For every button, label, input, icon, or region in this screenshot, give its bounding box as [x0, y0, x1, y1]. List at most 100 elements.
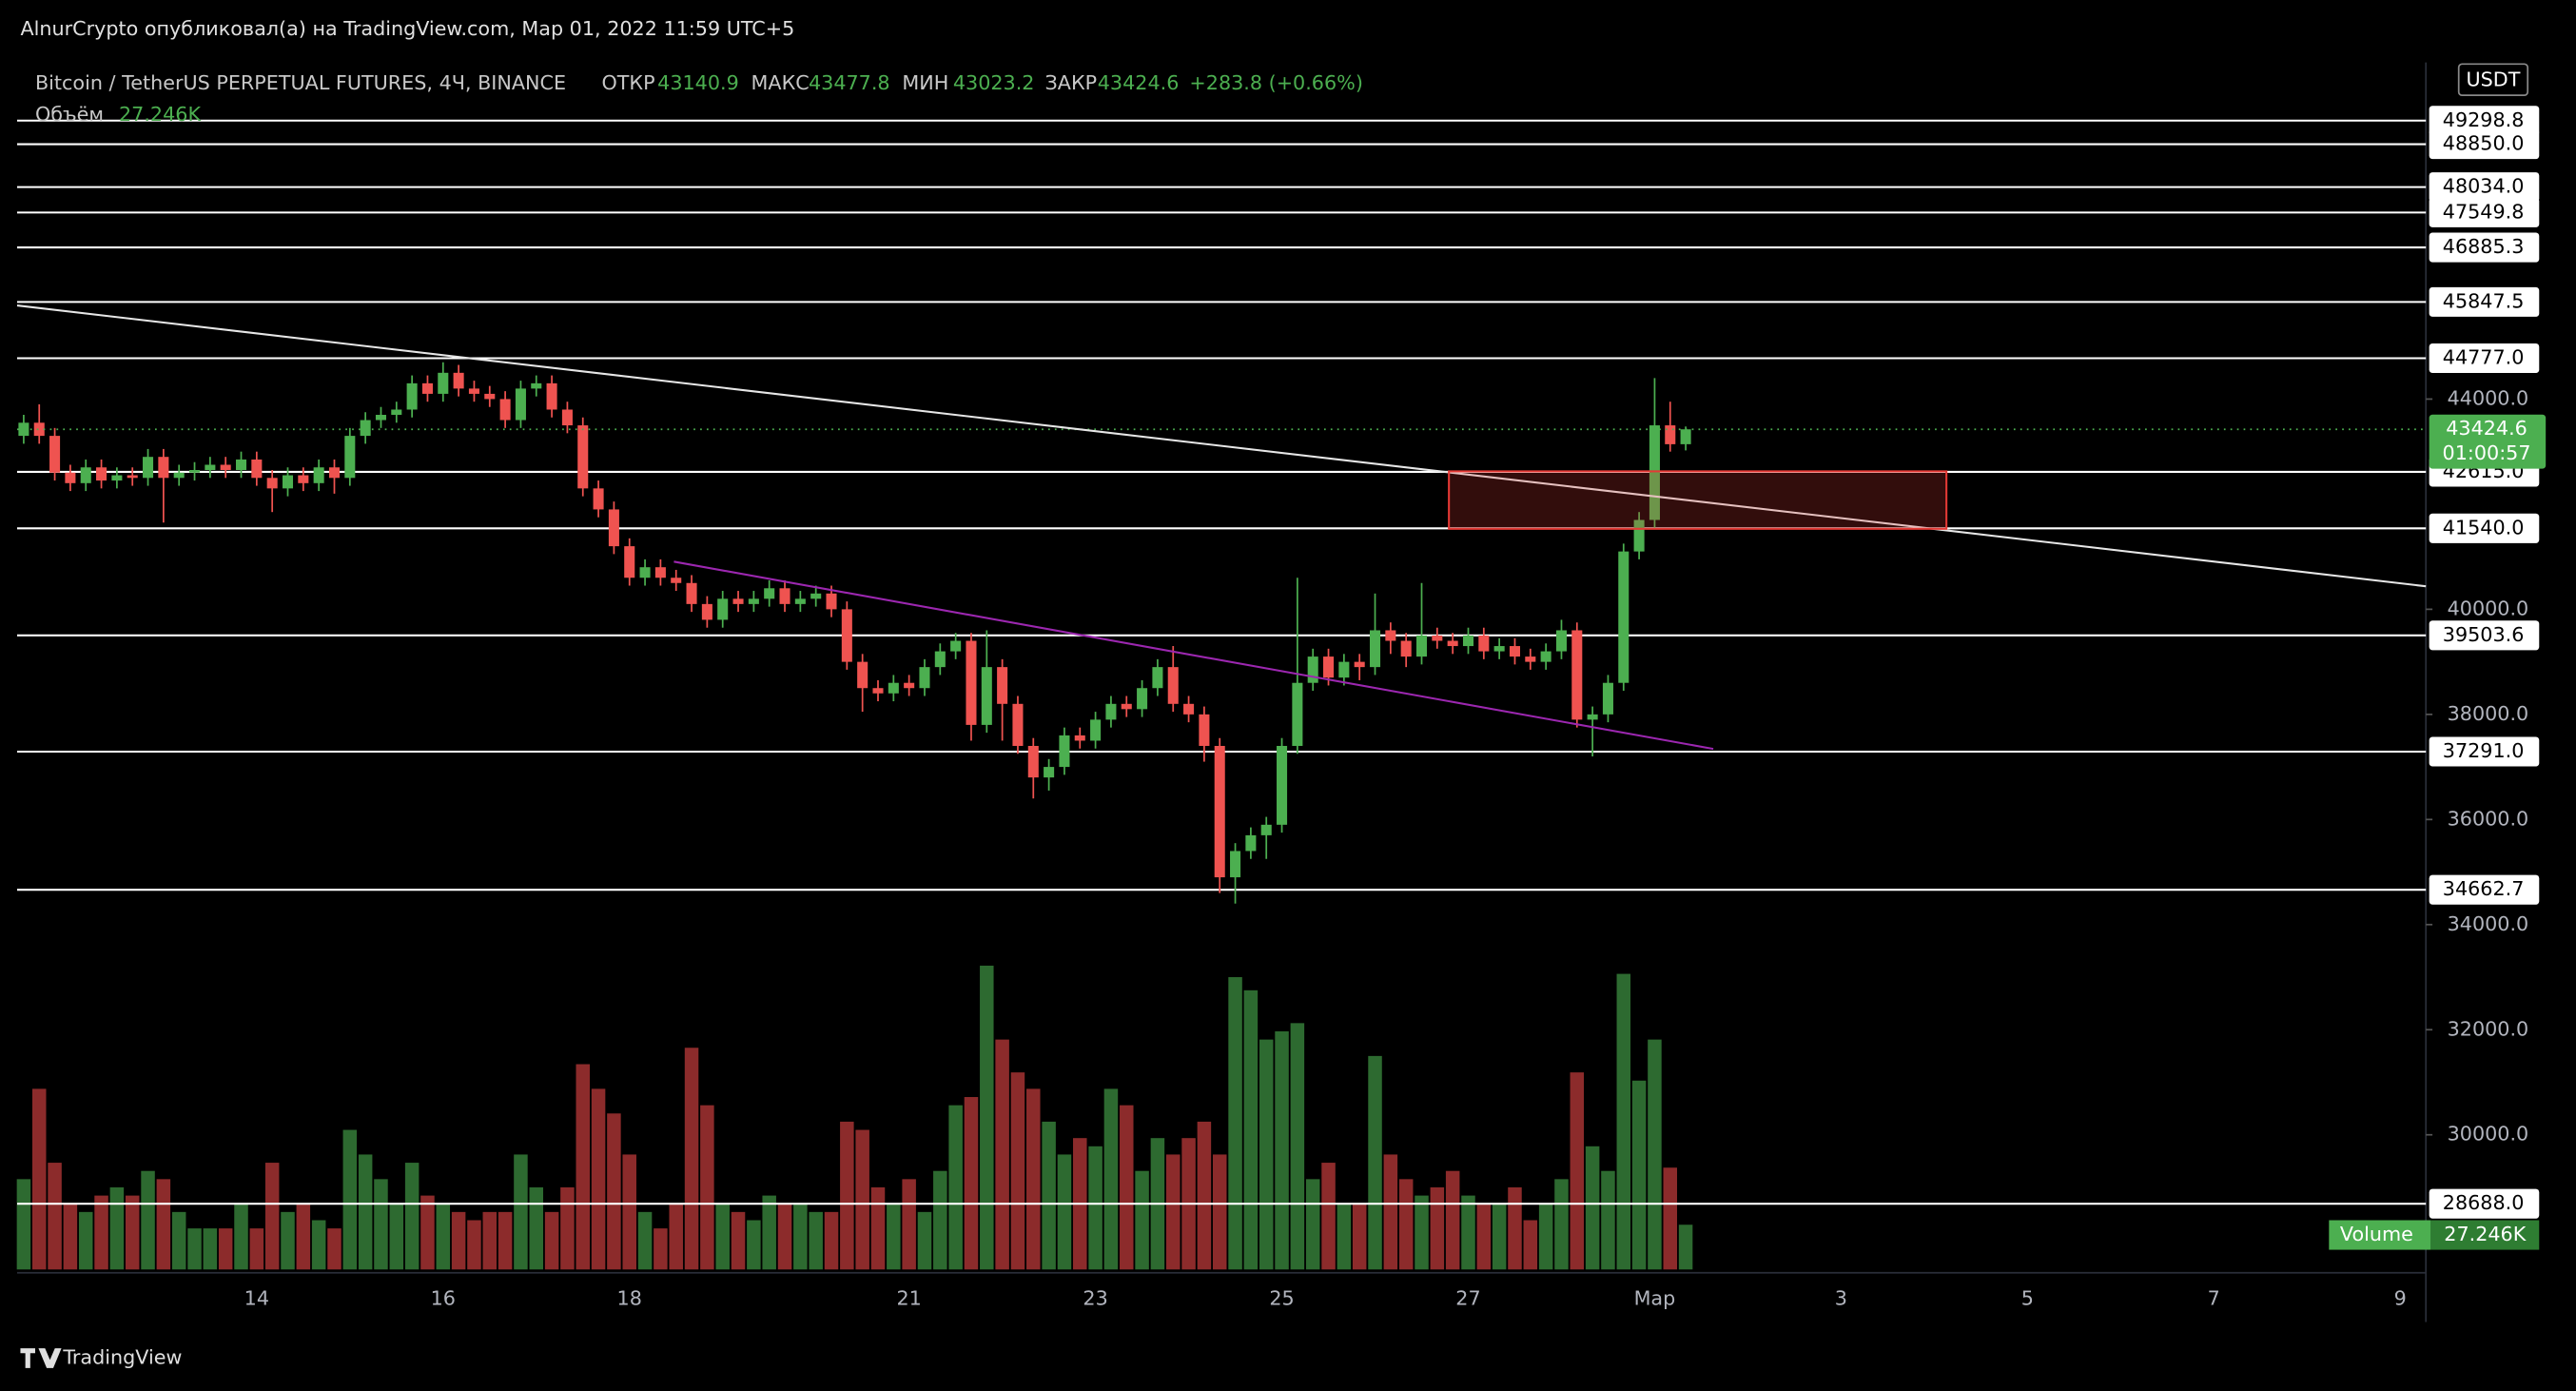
candle-body — [904, 682, 915, 689]
currency-button[interactable] — [2457, 63, 2529, 96]
volume-bar — [171, 1211, 186, 1270]
ohlc-label: ОТКР — [601, 71, 654, 94]
candle-body — [1400, 640, 1412, 657]
volume-bar — [684, 1048, 699, 1270]
currency[interactable]: USDT — [2467, 69, 2521, 91]
level-label: 34662.7 — [2443, 877, 2525, 900]
level-label-box — [2429, 620, 2540, 651]
volume-bar — [203, 1228, 218, 1270]
plot — [16, 119, 2427, 1270]
candle-body — [764, 588, 775, 599]
candle-body — [1447, 640, 1458, 647]
volume-bar — [187, 1228, 202, 1270]
volume-bar — [1601, 1170, 1615, 1270]
volume-bar — [389, 1204, 404, 1270]
volume-bar — [48, 1163, 62, 1270]
volume-bar — [1228, 977, 1242, 1270]
candle-body — [671, 578, 682, 583]
candle-body — [872, 688, 884, 694]
supply-zone — [1448, 470, 1948, 530]
candle-body — [1587, 714, 1598, 720]
candle-body — [732, 598, 744, 604]
trend-line — [673, 560, 1714, 751]
candle-body — [189, 470, 201, 473]
candle-body — [1571, 630, 1583, 720]
volume-badge — [2430, 1220, 2540, 1250]
volume-bar — [264, 1163, 280, 1270]
volume-bar — [933, 1170, 947, 1270]
y-tick-label: 36000.0 — [2448, 807, 2529, 830]
candle-body — [96, 467, 107, 481]
candle-body — [1649, 425, 1660, 520]
volume-bar — [78, 1211, 93, 1270]
candle-body — [1012, 703, 1024, 746]
volume-bar — [1352, 1204, 1367, 1270]
candle-body — [981, 667, 992, 725]
volume-bar — [1430, 1186, 1445, 1270]
candle-body — [1090, 719, 1102, 741]
candle-body — [360, 420, 371, 437]
level-label-box — [2429, 736, 2540, 767]
candle-body — [1525, 656, 1536, 662]
volume-bar — [249, 1228, 264, 1270]
level-label-box — [2429, 232, 2540, 263]
candle-body — [235, 459, 247, 471]
candle-body — [220, 464, 231, 471]
candle-body — [111, 475, 123, 481]
volume-bar — [281, 1211, 295, 1270]
candle-body — [1199, 714, 1210, 746]
volume-bar — [311, 1220, 326, 1270]
y-tick-label: 34000.0 — [2448, 912, 2529, 935]
candle-body — [1665, 425, 1676, 444]
level-label-box — [2429, 172, 2540, 203]
x-tick-label: 25 — [1269, 1286, 1294, 1309]
volume-bar — [1026, 1088, 1041, 1270]
candle-body — [997, 667, 1008, 704]
candle-body — [1027, 745, 1039, 778]
volume-bar — [436, 1204, 451, 1270]
volume-bar — [964, 1097, 979, 1270]
candle-body — [1354, 661, 1365, 668]
candle-body — [80, 467, 91, 483]
candle-body — [421, 382, 433, 394]
volume-bar — [141, 1170, 155, 1270]
candle-body — [701, 603, 712, 620]
x-tick-label: 21 — [896, 1286, 921, 1309]
candle-body — [1167, 667, 1179, 704]
candle-body — [1478, 635, 1490, 652]
volume-bar — [669, 1204, 683, 1270]
volume-bar — [747, 1220, 761, 1270]
level-label: 45847.5 — [2443, 289, 2525, 312]
volume-legend: Объём — [35, 103, 104, 126]
level-label: 47549.8 — [2443, 200, 2525, 223]
x-tick-label: 16 — [431, 1286, 456, 1309]
candle-body — [499, 399, 511, 421]
volume-bar — [218, 1228, 233, 1270]
candle-body — [328, 467, 341, 479]
volume-bar — [514, 1154, 528, 1270]
candle-body — [453, 372, 464, 389]
x-tick-label: Мар — [1634, 1286, 1676, 1309]
y-tick-label: 38000.0 — [2448, 702, 2529, 725]
candle-body — [1369, 630, 1381, 668]
volume-bar — [995, 1039, 1009, 1270]
volume-bar — [404, 1163, 420, 1270]
brand: TradingView — [62, 1345, 182, 1368]
x-tick-label: 7 — [2208, 1286, 2220, 1309]
y-tick-label: 40000.0 — [2448, 597, 2529, 619]
candle-body — [624, 546, 635, 578]
volume-bar — [1631, 1080, 1647, 1270]
candle-body — [1602, 682, 1613, 715]
candle-body — [266, 478, 278, 489]
volume-bar — [793, 1204, 808, 1270]
candle-body — [1415, 635, 1428, 657]
volume-bar — [1476, 1204, 1492, 1270]
volume-bar — [1383, 1154, 1398, 1270]
candle-body — [65, 472, 76, 483]
level-label: 46885.3 — [2443, 235, 2525, 258]
volume-bar — [1508, 1186, 1522, 1270]
candle-body — [515, 388, 526, 421]
candle-body — [173, 472, 185, 479]
